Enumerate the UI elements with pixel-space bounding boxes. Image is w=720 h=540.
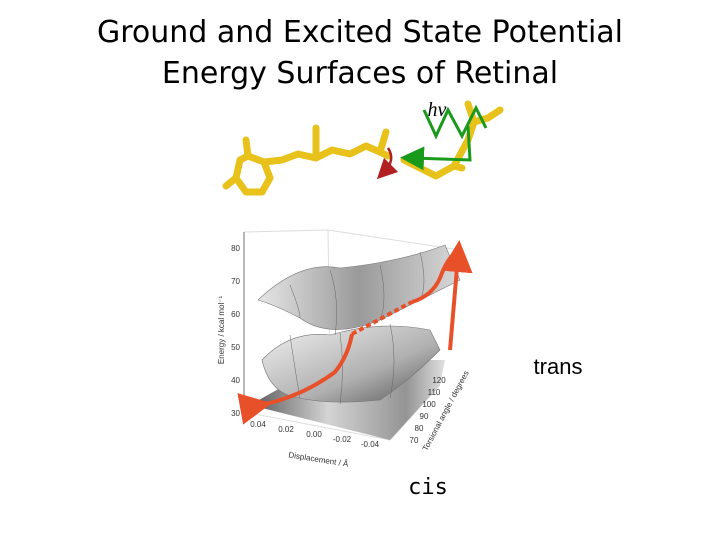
- axis-label: Displacement / Å: [288, 450, 350, 468]
- tick-label: 80: [231, 244, 240, 253]
- tick-label: 60: [231, 310, 240, 319]
- tick-label: 110: [428, 388, 441, 397]
- tick-label: 0.04: [250, 420, 266, 429]
- photon-arrow: [400, 125, 472, 171]
- molecule: [222, 100, 504, 196]
- photon-label: hν: [428, 99, 447, 121]
- tick-label: -0.04: [361, 440, 380, 449]
- axis-label: Energy / kcal mol⁻¹: [217, 296, 226, 365]
- tick-labels: 30 40 50 60 70 80 0.04 0.02 0.00 -0.02 -0.04 70 80 90…: [231, 244, 446, 449]
- tick-label: 120: [432, 376, 446, 385]
- cis-label: cis: [408, 475, 448, 500]
- surface-plot: [237, 229, 473, 441]
- title-line: Ground and Excited State Potential: [97, 15, 623, 50]
- photon-arrow: [422, 104, 488, 140]
- tick-label: 40: [231, 376, 240, 385]
- tick-label: 100: [422, 400, 436, 409]
- tick-label: 80: [415, 424, 424, 433]
- tick-label: 50: [231, 343, 240, 352]
- tick-label: 0.02: [278, 425, 294, 434]
- tick-label: 70: [410, 436, 419, 445]
- tick-label: 70: [231, 277, 240, 286]
- rotation-arrow: [376, 147, 399, 180]
- tick-label: 0.00: [306, 430, 322, 439]
- trans-label: trans: [534, 354, 583, 379]
- tick-label: 90: [420, 412, 429, 421]
- tick-label: 30: [231, 409, 240, 418]
- tick-label: -0.02: [333, 435, 352, 444]
- title-line: Energy Surfaces of Retinal: [162, 56, 558, 91]
